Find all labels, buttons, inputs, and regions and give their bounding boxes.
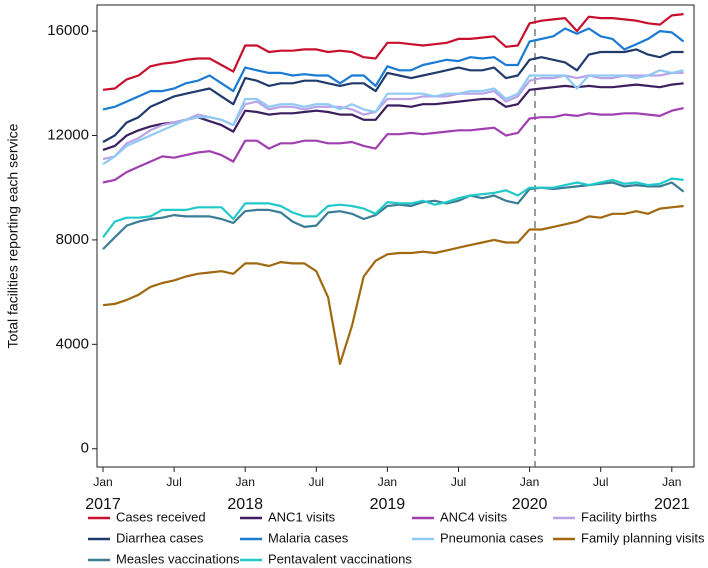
legend-label: Diarrhea cases: [116, 530, 204, 545]
y-tick-label: 0: [81, 440, 89, 457]
legend-label: Family planning visits: [581, 530, 705, 545]
series-line: [102, 181, 685, 250]
y-axis-label: Total facilities reporting each service: [5, 123, 21, 348]
y-tick-label: 16000: [47, 22, 89, 39]
y-tick-label: 4000: [56, 335, 89, 352]
y-tick-label: 12000: [47, 126, 89, 143]
legend-label: ANC4 visits: [440, 509, 508, 524]
legend-label: Measles vaccinations: [116, 551, 240, 566]
x-tick-label: Jul: [309, 475, 324, 489]
x-tick-label: Jan: [662, 475, 681, 489]
year-label: 2017: [85, 496, 121, 513]
series-line: [102, 71, 684, 161]
year-label: 2019: [370, 496, 406, 513]
year-label: 2020: [512, 496, 548, 513]
legend-label: ANC1 visits: [268, 509, 336, 524]
x-tick-label: Jul: [451, 475, 466, 489]
series-line: [102, 48, 684, 143]
y-tick-label: 8000: [56, 231, 89, 248]
series-line: [102, 204, 684, 365]
legend-label: Pneumonia cases: [440, 530, 544, 545]
legend-label: Malaria cases: [268, 530, 349, 545]
year-label: 2018: [227, 496, 263, 513]
series-line: [102, 13, 684, 91]
legend-label: Facility births: [581, 509, 657, 524]
x-tick-label: Jul: [593, 475, 608, 489]
plot-frame: [96, 4, 695, 468]
year-label: 2021: [654, 496, 690, 513]
series-line: [102, 177, 684, 238]
legend-label: Pentavalent vaccinations: [268, 551, 412, 566]
legend-label: Cases received: [116, 509, 206, 524]
x-tick-label: Jan: [236, 475, 255, 489]
x-tick-label: Jan: [93, 475, 112, 489]
series-line: [102, 27, 685, 111]
x-tick-label: Jul: [166, 475, 181, 489]
x-tick-label: Jan: [378, 475, 397, 489]
series-line: [102, 107, 684, 184]
series-line: [102, 69, 684, 166]
x-tick-label: Jan: [520, 475, 539, 489]
